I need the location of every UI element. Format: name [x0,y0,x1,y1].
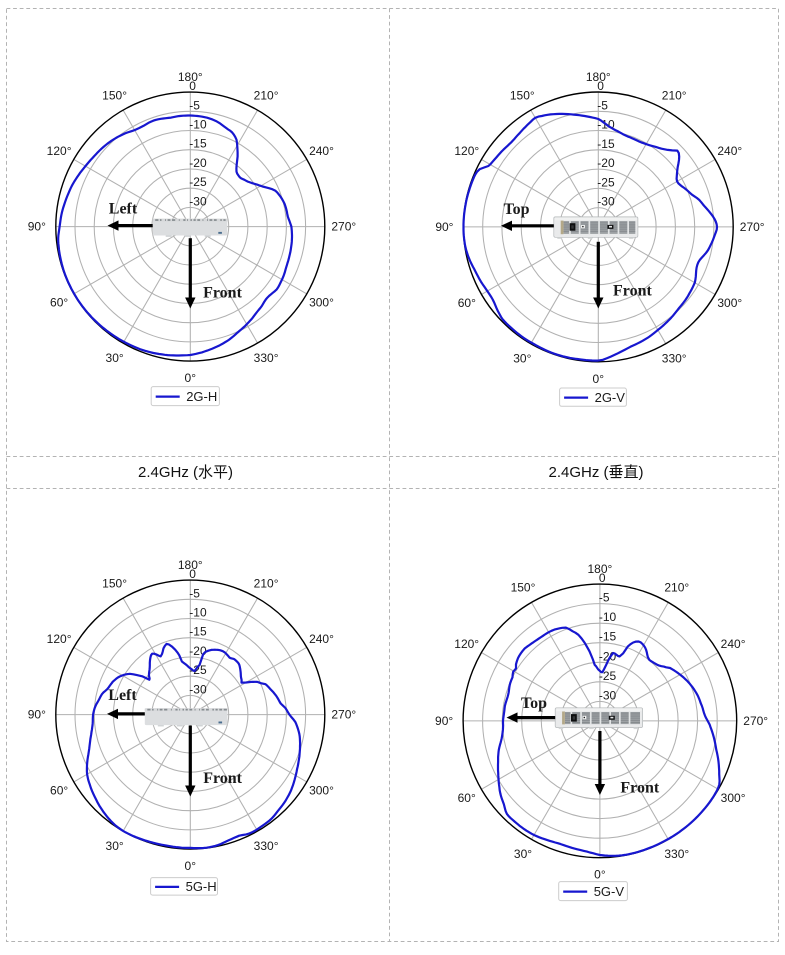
svg-text:90°: 90° [435,714,453,728]
svg-text:180°: 180° [178,70,203,84]
svg-text:-10: -10 [189,118,207,132]
svg-text:30°: 30° [513,351,531,365]
svg-text:-15: -15 [189,137,207,151]
svg-text:0°: 0° [593,372,605,386]
svg-text:150°: 150° [510,88,535,102]
svg-text:-30: -30 [599,688,617,702]
svg-text:300°: 300° [721,791,746,805]
svg-text:-25: -25 [599,669,617,683]
svg-text:0: 0 [599,571,606,585]
svg-text:-10: -10 [189,606,207,620]
svg-text:150°: 150° [102,576,127,590]
svg-text:-5: -5 [599,591,610,605]
svg-text:-20: -20 [189,156,207,170]
svg-text:240°: 240° [309,144,334,158]
svg-text:2G-H: 2G-H [186,389,217,404]
svg-text:-5: -5 [189,586,200,600]
svg-text:-30: -30 [597,195,615,209]
svg-text:-30: -30 [189,194,207,208]
svg-text:300°: 300° [717,296,742,310]
svg-text:30°: 30° [106,839,124,853]
svg-text:330°: 330° [254,839,279,853]
svg-text:Front: Front [620,779,659,796]
svg-text:210°: 210° [254,576,279,590]
svg-text:0: 0 [189,79,196,93]
svg-text:-15: -15 [189,625,207,639]
svg-text:240°: 240° [721,637,746,651]
svg-text:Top: Top [521,695,547,712]
svg-text:270°: 270° [740,220,765,234]
svg-text:120°: 120° [47,632,72,646]
svg-text:240°: 240° [717,144,742,158]
svg-text:330°: 330° [664,847,689,861]
svg-text:30°: 30° [106,351,124,365]
svg-text:-20: -20 [189,644,207,658]
svg-text:60°: 60° [50,783,68,797]
svg-text:Left: Left [108,687,137,704]
svg-text:-10: -10 [599,610,617,624]
svg-text:240°: 240° [309,632,334,646]
svg-text:300°: 300° [309,783,334,797]
svg-text:90°: 90° [435,220,453,234]
svg-text:-25: -25 [189,663,207,677]
svg-text:Top: Top [503,201,529,218]
svg-text:180°: 180° [586,70,611,84]
svg-text:0°: 0° [594,868,606,882]
svg-text:150°: 150° [511,581,536,595]
svg-text:2.4GHz (垂直): 2.4GHz (垂直) [548,464,643,481]
svg-text:30°: 30° [514,847,532,861]
svg-text:210°: 210° [664,581,689,595]
svg-text:60°: 60° [458,296,476,310]
svg-text:-15: -15 [597,137,615,151]
svg-text:Front: Front [203,770,242,787]
svg-text:270°: 270° [331,708,356,722]
svg-text:2.4GHz (水平): 2.4GHz (水平) [138,464,233,481]
svg-text:-5: -5 [189,98,200,112]
svg-text:180°: 180° [178,558,203,572]
svg-text:-25: -25 [597,175,615,189]
svg-text:330°: 330° [254,351,279,365]
svg-text:-5: -5 [597,98,608,112]
svg-text:60°: 60° [50,295,68,309]
svg-text:210°: 210° [662,88,687,102]
svg-text:0°: 0° [185,371,197,385]
svg-text:270°: 270° [331,220,356,234]
svg-text:Left: Left [109,201,138,218]
svg-text:300°: 300° [309,295,334,309]
svg-text:-25: -25 [189,175,207,189]
svg-text:0: 0 [597,79,604,93]
svg-text:90°: 90° [28,708,46,722]
svg-text:2G-V: 2G-V [595,390,626,405]
svg-text:-15: -15 [599,630,617,644]
svg-text:-30: -30 [189,682,207,696]
svg-text:150°: 150° [102,88,127,102]
svg-text:Front: Front [613,283,652,300]
svg-text:60°: 60° [458,791,476,805]
svg-text:0°: 0° [185,859,197,873]
svg-text:210°: 210° [254,88,279,102]
svg-text:90°: 90° [28,220,46,234]
svg-text:330°: 330° [662,351,687,365]
svg-text:5G-H: 5G-H [186,879,217,894]
svg-text:-20: -20 [597,156,615,170]
svg-text:Front: Front [203,285,242,302]
svg-text:5G-V: 5G-V [594,884,625,899]
svg-text:0: 0 [189,567,196,581]
svg-text:120°: 120° [47,144,72,158]
svg-text:180°: 180° [587,562,612,576]
svg-text:120°: 120° [454,144,479,158]
svg-text:120°: 120° [454,637,479,651]
svg-text:270°: 270° [743,714,768,728]
